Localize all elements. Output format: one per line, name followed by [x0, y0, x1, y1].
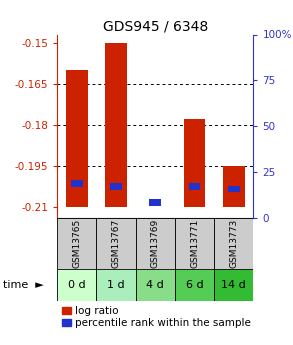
Bar: [71, 180, 83, 187]
Bar: [110, 183, 122, 190]
Text: 6 d: 6 d: [186, 280, 203, 290]
Bar: [175, 218, 214, 269]
Bar: [223, 166, 245, 207]
Text: GSM13767: GSM13767: [112, 219, 120, 268]
Text: 4 d: 4 d: [146, 280, 164, 290]
Bar: [189, 183, 200, 190]
Bar: [136, 269, 175, 301]
Text: GSM13773: GSM13773: [229, 219, 238, 268]
Bar: [57, 218, 96, 269]
Bar: [96, 218, 136, 269]
Bar: [57, 269, 96, 301]
Text: GSM13769: GSM13769: [151, 219, 160, 268]
Bar: [66, 70, 88, 207]
Text: 14 d: 14 d: [222, 280, 246, 290]
Bar: [228, 186, 240, 193]
Bar: [136, 218, 175, 269]
Bar: [214, 218, 253, 269]
Bar: [214, 269, 253, 301]
Text: GSM13771: GSM13771: [190, 219, 199, 268]
Text: GSM13765: GSM13765: [72, 219, 81, 268]
Bar: [96, 269, 136, 301]
Bar: [149, 199, 161, 206]
Bar: [184, 119, 205, 207]
Bar: [175, 269, 214, 301]
Text: time  ►: time ►: [3, 280, 44, 290]
Title: GDS945 / 6348: GDS945 / 6348: [103, 19, 208, 33]
Legend: log ratio, percentile rank within the sample: log ratio, percentile rank within the sa…: [62, 306, 251, 328]
Text: 1 d: 1 d: [107, 280, 125, 290]
Bar: [105, 43, 127, 207]
Text: 0 d: 0 d: [68, 280, 86, 290]
